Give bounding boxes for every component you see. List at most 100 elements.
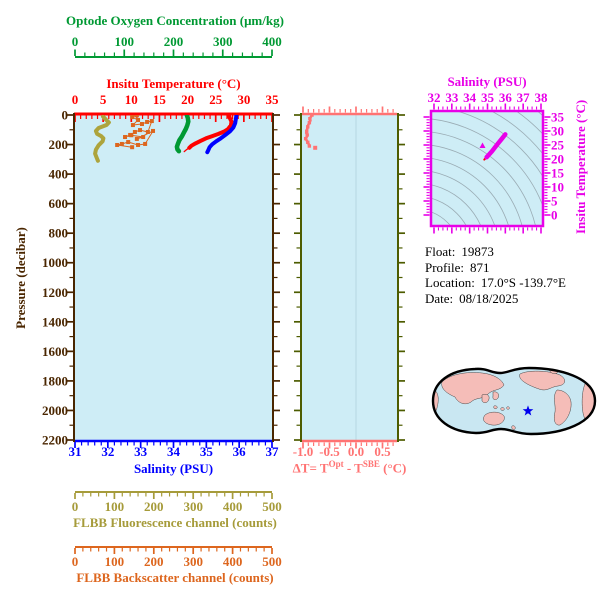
tick-label: 0.5: [374, 444, 391, 459]
location-label: Location:: [425, 275, 475, 290]
tick-label: 35: [551, 110, 565, 125]
delta-t-plot: -1.0 -0.5 0.0 0.5: [293, 106, 405, 459]
tick-label: 0: [551, 208, 558, 223]
profile-line: Profile: 871: [425, 260, 566, 276]
tick-label: 1000: [42, 255, 68, 270]
float-id-label: Float:: [425, 244, 456, 259]
tick-label: 100: [105, 554, 125, 569]
tick-label: 35: [266, 92, 280, 107]
pressure-axis: 0 200 400 600 800 1000 1200 1400 1600 1800 2000 220…: [42, 108, 280, 448]
map-landmasses: [433, 368, 595, 430]
ts-salinity-axis-title: Salinity (PSU): [447, 74, 527, 89]
tick-label: 2200: [42, 433, 68, 448]
tick-label: 37: [517, 90, 531, 105]
tick-label: 500: [262, 499, 282, 514]
tick-label: 20: [181, 92, 194, 107]
temperature-axis: 0 5 10 15 20 25 30 35: [72, 92, 279, 122]
fluorescence-axis-title: FLBB Fluorescence channel (counts): [73, 515, 277, 530]
tick-label: 300: [183, 499, 203, 514]
tick-label: 36: [233, 444, 247, 459]
tick-label: 200: [164, 34, 184, 49]
tick-label: 5: [100, 92, 107, 107]
tick-label: -0.5: [319, 444, 340, 459]
tick-label: 0.0: [348, 444, 364, 459]
salinity-axis-title: Salinity (PSU): [133, 461, 214, 476]
tick-label: 30: [237, 92, 250, 107]
tick-label: 34: [167, 444, 181, 459]
tick-label: 200: [144, 554, 164, 569]
tick-label: 0: [62, 108, 69, 123]
date-label: Date:: [425, 290, 454, 306]
temperature-axis-title: Insitu Temperature (°C): [106, 76, 241, 91]
backscatter-bottom-axis: 0 100 200 300 400 500: [72, 546, 282, 569]
tick-label: 1400: [42, 314, 68, 329]
oxygen-axis-title: Optode Oxygen Concentration (μm/kg): [66, 13, 284, 28]
tick-label: 15: [551, 166, 565, 181]
tick-label: 32: [428, 90, 441, 105]
delta-t-title-sup-sbe: SBE: [362, 459, 380, 469]
tick-label: 37: [266, 444, 280, 459]
tick-label: 34: [463, 90, 477, 105]
main-series: [93, 115, 239, 163]
backscatter-axis-title: FLBB Backscatter channel (counts): [76, 570, 274, 585]
tick-label: 2000: [42, 403, 68, 418]
tick-label: 38: [535, 90, 549, 105]
delta-t-title-prefix: ΔT= T: [292, 460, 329, 476]
tick-label: 200: [144, 499, 164, 514]
tick-label: 30: [551, 124, 564, 139]
tick-label: 5: [551, 194, 558, 209]
tick-label: 100: [105, 499, 125, 514]
tick-label: -1.0: [293, 444, 314, 459]
tick-label: 15: [153, 92, 167, 107]
tick-label: 400: [223, 554, 243, 569]
tick-label: 0: [72, 34, 79, 49]
date-value: 08/18/2025: [459, 290, 519, 306]
tick-label: 200: [49, 137, 69, 152]
fluorescence-bottom-axis: 0 100 200 300 400 500: [72, 491, 282, 514]
salinity-axis: 31 32 33 34 35 36 37: [69, 439, 280, 459]
location-value: 17.0°S -139.7°E: [480, 275, 566, 290]
tick-label: 35: [481, 90, 495, 105]
tick-label: 1800: [42, 373, 68, 388]
pressure-axis-title: Pressure (decibar): [13, 227, 28, 329]
tick-label: 0: [72, 499, 79, 514]
ts-temperature-axis-title: Insitu Temperature (°C): [573, 99, 588, 234]
location-line: Location: 17.0°S -139.7°E: [425, 275, 566, 291]
tick-label: 31: [69, 444, 82, 459]
ts-series: [479, 132, 508, 161]
delta-t-title-mid: - T: [343, 460, 363, 476]
float-info-block: Float: 19873 Profile: 871 Location: 17.0°S …: [425, 244, 566, 306]
float-id-line: Float: 19873: [425, 244, 566, 260]
profile-label: Profile:: [425, 259, 464, 275]
delta-t-title-suffix: (°C): [379, 460, 407, 476]
profile-value: 871: [470, 259, 490, 275]
tick-label: 10: [125, 92, 138, 107]
date-line: Date: 08/18/2025: [425, 291, 566, 307]
tick-label: 35: [200, 444, 214, 459]
tick-label: 20: [551, 152, 564, 167]
delta-t-axis-title: ΔT= TOpt - TSBE (°C): [283, 459, 416, 476]
tick-label: 25: [551, 138, 565, 153]
tick-label: 33: [445, 90, 459, 105]
tick-label: 0: [72, 92, 79, 107]
tick-label: 25: [209, 92, 223, 107]
float-location-star-icon: [522, 405, 534, 416]
tick-label: 800: [49, 226, 69, 241]
tick-label: 100: [115, 34, 135, 49]
tick-label: 1200: [42, 285, 68, 300]
main-profile-plot: [75, 115, 272, 440]
tick-label: 32: [101, 444, 114, 459]
delta-t-title-sup-opt: Opt: [328, 459, 344, 469]
tick-label: 300: [213, 34, 233, 49]
tick-label: 400: [223, 499, 243, 514]
tick-label: 600: [49, 196, 69, 211]
tick-label: 0: [72, 554, 79, 569]
tick-label: 33: [134, 444, 148, 459]
oxygen-axis: 0 100 200 300 400: [72, 34, 282, 58]
tick-label: 300: [183, 554, 203, 569]
tick-label: 36: [499, 90, 513, 105]
world-map: [431, 366, 597, 436]
